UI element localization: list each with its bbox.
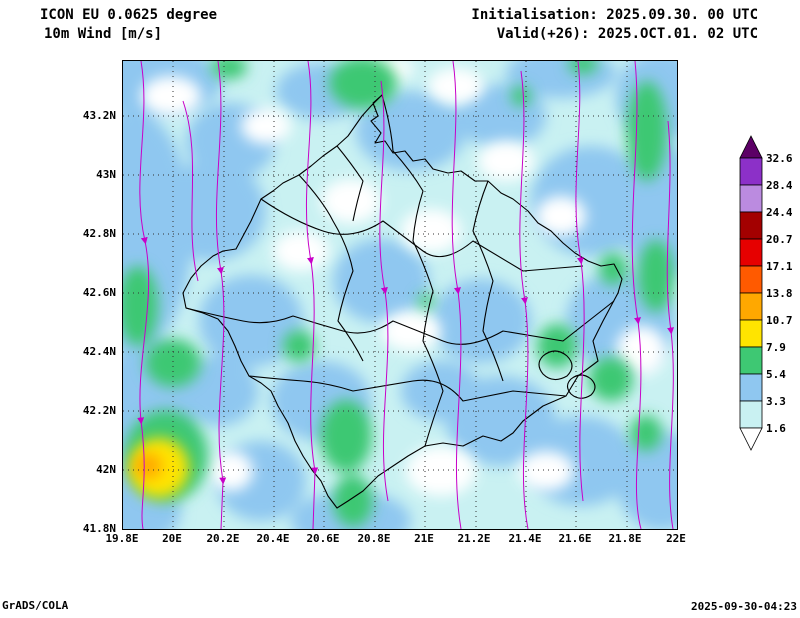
lon-tick-label: 20E xyxy=(162,532,182,545)
creation-timestamp: 2025-09-30-04:23 xyxy=(691,600,797,613)
shading-orange xyxy=(134,453,162,479)
colorbar-segment xyxy=(739,292,763,321)
field-title: 10m Wind [m/s] xyxy=(44,26,163,42)
lon-tick-label: 21.8E xyxy=(608,532,642,545)
lon-tick-label: 19.8E xyxy=(105,532,139,545)
lon-tick-label: 21E xyxy=(414,532,434,545)
colorbar-level: 24.4 xyxy=(766,206,793,219)
colorbar-level: 32.6 xyxy=(766,152,793,165)
colorbar-level: 10.7 xyxy=(766,314,793,327)
colorbar-level: 20.7 xyxy=(766,233,793,246)
colorbar-segment xyxy=(739,427,763,451)
colorbar-level: 3.3 xyxy=(766,395,786,408)
wind-map-canvas xyxy=(123,61,677,529)
colorbar-segment xyxy=(739,400,763,429)
colorbar-segment xyxy=(739,157,763,186)
colorbar-level: 28.4 xyxy=(766,179,793,192)
lat-tick-label: 42.6N xyxy=(82,286,116,299)
colorbar-segment xyxy=(739,184,763,213)
colorbar-segment xyxy=(739,135,763,159)
wind-speed-colorbar xyxy=(739,135,763,451)
colorbar-level: 13.8 xyxy=(766,287,793,300)
lon-tick-label: 20.4E xyxy=(256,532,290,545)
colorbar-level: 1.6 xyxy=(766,422,786,435)
lat-tick-label: 42N xyxy=(96,463,116,476)
valid-time: Valid(+26): 2025.OCT.01. 02 UTC xyxy=(496,26,758,42)
lat-tick-label: 42.2N xyxy=(82,404,116,417)
lon-tick-label: 21.6E xyxy=(558,532,592,545)
colorbar-level: 17.1 xyxy=(766,260,793,273)
map-plot-area xyxy=(122,60,678,530)
lon-tick-label: 20.2E xyxy=(206,532,240,545)
colorbar-segment xyxy=(739,265,763,294)
lon-tick-label: 21.2E xyxy=(457,532,491,545)
model-title: ICON EU 0.0625 degree xyxy=(40,7,218,23)
lat-tick-label: 43N xyxy=(96,168,116,181)
colorbar-segment xyxy=(739,373,763,402)
init-time: Initialisation: 2025.09.30. 00 UTC xyxy=(471,7,758,23)
lat-tick-label: 41.8N xyxy=(82,522,116,535)
lon-tick-label: 22E xyxy=(666,532,686,545)
colorbar-level: 7.9 xyxy=(766,341,786,354)
wind-streamlines xyxy=(137,61,675,529)
colorbar-level: 5.4 xyxy=(766,368,786,381)
lat-tick-label: 42.8N xyxy=(82,227,116,240)
lon-tick-label: 20.6E xyxy=(306,532,340,545)
kosovo-boundaries xyxy=(182,94,623,509)
grads-credit: GrADS/COLA xyxy=(2,599,69,612)
colorbar-segment xyxy=(739,319,763,348)
colorbar-segment xyxy=(739,211,763,240)
colorbar-segment xyxy=(739,346,763,375)
lat-tick-label: 42.4N xyxy=(82,345,116,358)
lat-tick-label: 43.2N xyxy=(82,109,116,122)
colorbar-segment xyxy=(739,238,763,267)
lon-tick-label: 21.4E xyxy=(508,532,542,545)
lon-tick-label: 20.8E xyxy=(357,532,391,545)
